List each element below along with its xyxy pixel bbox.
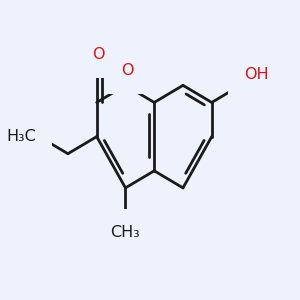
Text: H₃C: H₃C	[7, 129, 36, 144]
Text: O: O	[121, 63, 133, 78]
Text: OH: OH	[244, 68, 268, 82]
Text: CH₃: CH₃	[111, 225, 140, 240]
Text: O: O	[92, 47, 104, 62]
